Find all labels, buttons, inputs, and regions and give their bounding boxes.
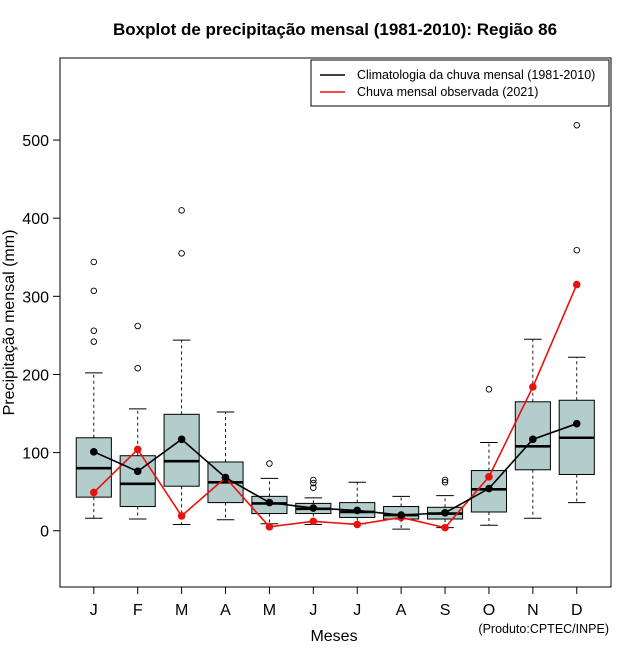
y-tick-label: 100 (22, 446, 49, 463)
x-axis-label: Meses (310, 628, 357, 645)
x-tick-label: S (440, 602, 451, 619)
outlier-point (441, 479, 449, 486)
climatology-point (529, 435, 537, 444)
outlier-point (310, 484, 317, 492)
boxplot-D (558, 121, 595, 504)
observed-point (572, 280, 581, 289)
observed-point (485, 473, 493, 481)
x-tick-label: A (220, 602, 231, 619)
x-tick-label: D (571, 602, 583, 619)
y-tick-label: 0 (40, 524, 49, 541)
box-iqr (119, 455, 156, 508)
observed-point (265, 523, 274, 531)
boxplot-J (75, 258, 112, 519)
climatology-point (221, 473, 230, 482)
outlier-point (266, 460, 273, 467)
x-tick-label: O (483, 602, 495, 619)
boxplot-M (163, 207, 200, 525)
boxplot-O (470, 386, 508, 526)
y-tick-label: 400 (22, 211, 49, 228)
boxplot-N (514, 338, 551, 519)
outlier-point (90, 327, 98, 334)
outlier-point (573, 246, 581, 254)
y-tick-label: 500 (22, 133, 49, 150)
boxplot-J (295, 476, 332, 525)
outlier-point (134, 322, 141, 330)
observed-line (93, 284, 578, 529)
legend: Climatologia da chuva mensal (1981-2010)… (310, 59, 610, 107)
observed-point (177, 512, 186, 520)
x-tick-label: F (133, 602, 143, 619)
observed-point (529, 383, 537, 391)
outlier-point (178, 207, 185, 214)
outlier-point (178, 250, 185, 257)
plot-frame (59, 57, 612, 588)
outlier-point (441, 476, 449, 484)
legend-label-climatology: Climatologia da chuva mensal (1981-2010) (357, 68, 595, 82)
outlier-point (310, 479, 317, 487)
legend-box (310, 59, 610, 107)
outlier-point (90, 287, 98, 295)
climatology-point (309, 504, 318, 512)
observed-point (353, 520, 362, 529)
boxplot-F (119, 322, 156, 520)
product-credit: (Produto:CPTEC/INPE) (478, 622, 609, 636)
climatology-point (441, 508, 449, 517)
observed-point (90, 488, 98, 497)
boxplots (75, 121, 595, 530)
x-tick-label: A (396, 602, 407, 619)
boxplot-M (251, 460, 288, 525)
y-axis-label: Precipitação mensal (mm) (1, 230, 18, 416)
climatology-point (90, 448, 98, 456)
observed-point (309, 517, 318, 526)
y-axis: 0 100 200 300 400 500 (22, 133, 60, 541)
climatology-point (572, 419, 581, 428)
boxplot-S (426, 476, 464, 529)
climatology-line (93, 422, 578, 516)
y-tick-label: 300 (22, 289, 49, 306)
climatology-point (397, 511, 405, 519)
x-tick-label: M (175, 602, 188, 619)
outlier-point (90, 258, 98, 266)
outlier-point (310, 476, 317, 484)
chart-title: Boxplot de precipitação mensal (1981-201… (113, 20, 557, 39)
boxplot-J (339, 481, 376, 525)
observed-point (441, 523, 449, 532)
climatology-point (133, 467, 142, 476)
outlier-point (573, 121, 581, 129)
x-tick-label: M (263, 602, 276, 619)
climatology-point (353, 506, 362, 515)
climatology-point (177, 435, 186, 444)
climatology-point (265, 498, 274, 507)
series-lines (90, 280, 581, 532)
y-tick-label: 200 (22, 367, 49, 384)
x-tick-label: J (353, 602, 361, 619)
x-tick-label: J (309, 602, 317, 619)
outlier-point (485, 386, 493, 393)
observed-point (133, 445, 142, 454)
climatology-point (485, 484, 493, 493)
legend-label-observed: Chuva mensal observada (2021) (357, 85, 538, 99)
boxplot-A (207, 411, 244, 521)
outlier-point (90, 338, 98, 345)
outlier-point (134, 364, 141, 372)
x-tick-label: N (527, 602, 539, 619)
x-tick-label: J (90, 602, 98, 619)
